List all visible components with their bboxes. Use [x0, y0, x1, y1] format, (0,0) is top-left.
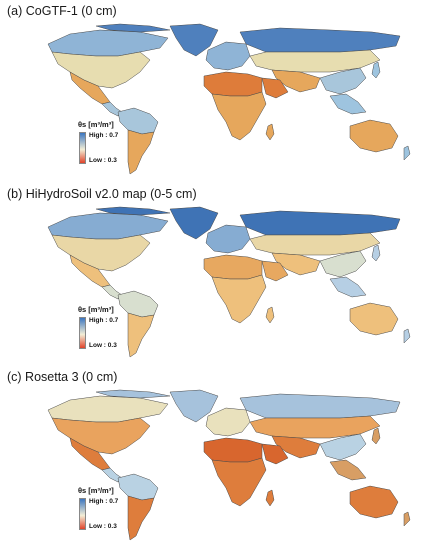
legend-colorbar — [79, 317, 86, 349]
greenland — [169, 23, 219, 57]
southeast-asia — [329, 459, 367, 481]
panel-c: (c) Rosetta 3 (0 cm) θs [m³/m³] High : 0… — [0, 366, 421, 546]
australia — [349, 485, 399, 519]
world-map — [47, 23, 411, 175]
legend-colorbar — [79, 498, 86, 530]
south-america-south — [127, 129, 155, 175]
legend-high-label: High : 0.7 — [89, 317, 119, 324]
southeast-asia — [329, 276, 367, 298]
legend-header: θs [m³/m³] — [78, 486, 114, 495]
legend-header: θs [m³/m³] — [78, 120, 114, 129]
east-asia — [319, 67, 367, 95]
japan — [371, 61, 381, 79]
north-america-boreal — [47, 395, 169, 423]
europe — [205, 407, 251, 437]
japan — [371, 244, 381, 262]
legend-high-label: High : 0.7 — [89, 132, 119, 139]
central-africa — [211, 274, 267, 324]
arctic-islands — [95, 206, 171, 216]
panel-a: (a) CoGTF-1 (0 cm) θs [m³/m³] High : 0.7… — [0, 0, 421, 180]
new-zealand — [403, 145, 411, 161]
southeast-asia — [329, 93, 367, 115]
legend-low-label: Low : 0.3 — [89, 157, 117, 164]
asia-south-dry — [271, 252, 321, 276]
east-asia — [319, 433, 367, 461]
north-africa — [203, 437, 263, 463]
north-africa — [203, 254, 263, 280]
world-map — [47, 206, 411, 358]
central-africa — [211, 457, 267, 507]
south-america-south — [127, 495, 155, 541]
legend: θs [m³/m³] High : 0.7 Low : 0.3 — [78, 486, 138, 538]
legend: θs [m³/m³] High : 0.7 Low : 0.3 — [78, 305, 138, 357]
madagascar — [265, 123, 275, 141]
arctic-islands — [95, 23, 171, 33]
greenland — [169, 206, 219, 240]
north-africa — [203, 71, 263, 97]
arabia — [261, 443, 289, 465]
south-america-south — [127, 312, 155, 358]
north-america-temperate — [51, 417, 151, 455]
europe — [205, 41, 251, 71]
madagascar — [265, 489, 275, 507]
new-zealand — [403, 511, 411, 527]
northern-eurasia — [239, 210, 401, 236]
legend-colorbar — [79, 132, 86, 164]
legend-low-label: Low : 0.3 — [89, 523, 117, 530]
legend-header: θs [m³/m³] — [78, 305, 114, 314]
north-america-boreal — [47, 212, 169, 240]
north-america-boreal — [47, 29, 169, 57]
australia — [349, 302, 399, 336]
central-africa — [211, 91, 267, 141]
north-america-temperate — [51, 234, 151, 272]
northern-eurasia — [239, 27, 401, 53]
world-map — [47, 389, 411, 541]
madagascar — [265, 306, 275, 324]
europe — [205, 224, 251, 254]
central-asia — [249, 232, 381, 256]
arabia — [261, 260, 289, 282]
legend-low-label: Low : 0.3 — [89, 342, 117, 349]
japan — [371, 427, 381, 445]
arabia — [261, 77, 289, 99]
east-asia — [319, 250, 367, 278]
panel-b: (b) HiHydroSoil v2.0 map (0-5 cm) θs [m³… — [0, 183, 421, 363]
greenland — [169, 389, 219, 423]
new-zealand — [403, 328, 411, 344]
northern-eurasia — [239, 393, 401, 419]
legend: θs [m³/m³] High : 0.7 Low : 0.3 — [78, 120, 138, 172]
central-asia — [249, 415, 381, 439]
panel-title: (a) CoGTF-1 (0 cm) — [7, 4, 117, 18]
panel-title: (b) HiHydroSoil v2.0 map (0-5 cm) — [7, 187, 197, 201]
arctic-islands — [95, 389, 171, 399]
panel-title: (c) Rosetta 3 (0 cm) — [7, 370, 118, 384]
asia-south-dry — [271, 69, 321, 93]
central-asia — [249, 49, 381, 73]
asia-south-dry — [271, 435, 321, 459]
north-america-temperate — [51, 51, 151, 89]
australia — [349, 119, 399, 153]
legend-high-label: High : 0.7 — [89, 498, 119, 505]
